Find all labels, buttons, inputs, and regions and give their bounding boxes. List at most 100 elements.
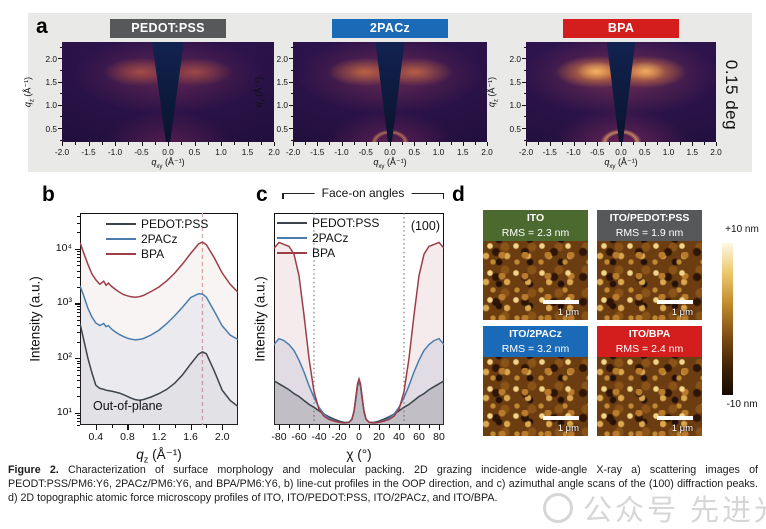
- y-tick: [75, 358, 80, 360]
- x-minor-tick: [369, 425, 370, 428]
- qz-axis-label: qz (Å⁻¹): [487, 77, 500, 107]
- colorbar-max-label: +10 nm: [725, 224, 759, 235]
- y-tick-label: 1.0: [45, 100, 57, 111]
- panel-d-label: d: [452, 183, 465, 206]
- scale-bar-label: 1 μm: [557, 307, 579, 318]
- y-minor-tick: [77, 251, 80, 253]
- x-tick: [399, 425, 401, 430]
- x-tick-label: 0.8: [120, 431, 135, 443]
- giwaxs-title-box: PEDOT:PSS: [110, 19, 226, 38]
- y-tick: [289, 58, 293, 60]
- legend-label: 2PACz: [312, 231, 349, 245]
- BPA-legend-line: [106, 253, 136, 255]
- y-minor-tick: [290, 139, 293, 141]
- legend-entry: BPA: [277, 246, 335, 260]
- y-tick-label: 10²: [56, 351, 72, 364]
- x-tick: [279, 425, 281, 430]
- x-tick: [194, 142, 196, 146]
- x-tick: [95, 425, 97, 430]
- x-tick-label: 60: [413, 431, 425, 443]
- afm-label-bar: ITO/PEDOT:PSS RMS = 1.9 nm: [597, 210, 702, 241]
- x-tick: [247, 142, 249, 146]
- x-tick-label: 0.5: [408, 147, 421, 157]
- x-minor-tick: [349, 425, 350, 428]
- y-minor-tick: [77, 265, 80, 267]
- x-tick-label: 1.6: [183, 431, 198, 443]
- y-minor-tick: [77, 370, 80, 372]
- x-tick: [299, 425, 301, 430]
- x-tick: [390, 142, 391, 146]
- qz-unit: (Å⁻¹): [148, 447, 182, 462]
- qxy-axis-label: qxy (Å⁻¹): [138, 157, 198, 170]
- x-minor-tick: [154, 142, 156, 145]
- figure-caption: Figure 2. Characterization of surface mo…: [8, 464, 758, 506]
- x-tick: [365, 142, 367, 146]
- giwaxs-title-box: 2PACz: [332, 19, 448, 38]
- qxy-sub: xy: [609, 162, 616, 170]
- x-minor-tick: [207, 142, 209, 145]
- x-tick: [414, 142, 416, 146]
- x-tick: [190, 425, 192, 430]
- BPA-curve: [274, 241, 444, 424]
- face-on-bracket: Face-on angles: [282, 185, 444, 200]
- afm-image-ITO: ITO RMS = 2.3 nm 1 μm: [483, 210, 588, 320]
- x-minor-tick: [632, 142, 634, 145]
- qxy-unit: (Å⁻¹): [162, 157, 185, 167]
- x-tick-label: 0: [356, 431, 362, 443]
- x-tick-label: 1.5: [241, 147, 254, 157]
- x-minor-tick: [450, 142, 452, 145]
- afm-image-ITO/PEDOT:PSS: ITO/PEDOT:PSS RMS = 1.9 nm 1 μm: [597, 210, 702, 320]
- y-minor-tick: [77, 270, 80, 272]
- y-tick: [522, 104, 526, 106]
- x-tick-label: -0.5: [358, 147, 373, 157]
- x-tick: [274, 142, 275, 146]
- caption-text: Characterization of surface morphology a…: [8, 464, 758, 504]
- 2PACz-legend-line: [277, 237, 307, 239]
- scale-bar: [543, 416, 579, 420]
- BPA-legend-line: [277, 252, 307, 254]
- y-tick-label: 10⁴: [55, 241, 72, 254]
- y-minor-tick: [77, 257, 80, 259]
- afm-title: ITO: [526, 212, 545, 224]
- scale-bar-label: 1 μm: [671, 307, 693, 318]
- y-minor-tick: [77, 308, 80, 310]
- x-minor-tick: [111, 425, 113, 428]
- x-tick-label: -2.0: [285, 147, 301, 157]
- qz-base: q: [486, 102, 497, 108]
- qz-sub: z: [28, 99, 36, 103]
- qz-base: q: [136, 447, 144, 462]
- x-tick: [549, 142, 551, 146]
- y-minor-tick: [77, 286, 80, 288]
- x-tick: [127, 425, 129, 430]
- x-tick: [317, 142, 319, 146]
- x-tick: [339, 425, 341, 430]
- x-tick-label: 2.0: [481, 147, 493, 157]
- face-on-bracket-label: Face-on angles: [314, 185, 412, 200]
- x-tick: [341, 142, 343, 146]
- y-minor-tick: [290, 46, 293, 48]
- x-tick-label: -1.0: [334, 147, 349, 157]
- x-minor-tick: [143, 425, 145, 428]
- scale-bar: [543, 300, 579, 304]
- afm-label-bar: ITO RMS = 2.3 nm: [483, 210, 588, 241]
- qxy-sub: xy: [378, 162, 385, 170]
- afm-title: ITO/PEDOT:PSS: [609, 212, 690, 224]
- 2PACz-curve: [80, 285, 238, 341]
- x-minor-tick: [289, 425, 290, 428]
- afm-title: ITO/BPA: [628, 328, 671, 340]
- x-minor-tick: [329, 425, 330, 428]
- qxy-unit: (Å⁻¹): [615, 157, 638, 167]
- x-tick-label: 1.5: [686, 147, 699, 157]
- BPA-fill: [80, 242, 238, 425]
- x-minor-tick: [174, 425, 176, 428]
- x-tick-label: 0.5: [638, 147, 651, 157]
- legend-label: BPA: [141, 247, 165, 261]
- qz-unit: (Å⁻¹): [253, 76, 264, 100]
- x-tick-label: -2.0: [54, 147, 70, 157]
- afm-image-ITO/2PACz: ITO/2PACz RMS = 3.2 nm 1 μm: [483, 326, 588, 436]
- qz-unit: (Å⁻¹): [486, 76, 497, 100]
- y-minor-tick: [77, 386, 80, 388]
- y-tick: [58, 58, 62, 60]
- afm-rms-value: RMS = 1.9 nm: [615, 226, 684, 239]
